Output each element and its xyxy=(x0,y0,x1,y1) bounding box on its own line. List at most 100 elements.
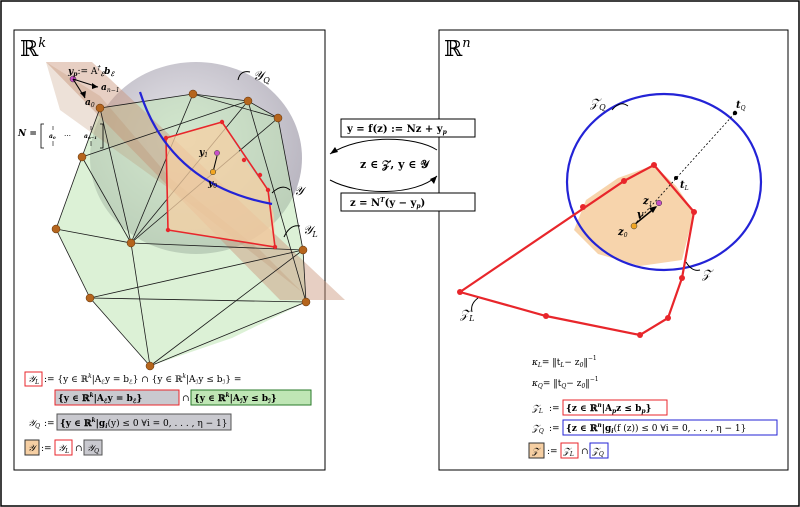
right-panel: ℝn tQ tL z1 v z0 𝒵Q 𝒵 𝒵L κL= ‖tL− z0‖ xyxy=(444,36,778,459)
polygon-ZL-vertices xyxy=(457,162,697,338)
box-YL-lhs xyxy=(24,371,43,387)
ellipse-ZQ xyxy=(565,92,763,272)
N-col1: a0 xyxy=(49,133,56,140)
def-YQ-box: {y ∈ ℝk|gi(y) ≤ 0 ∀i = 0, . . . , η − 1} xyxy=(60,417,227,430)
right-space-label: ℝn xyxy=(444,36,471,62)
box-Z-ZQ xyxy=(589,442,609,459)
def-Y-cap: ∩ xyxy=(75,444,83,454)
middle-mapping: y = f(z) := Nz + yp z ∈ 𝒵, y ∈ 𝒴 z = NT(… xyxy=(329,118,476,212)
label-a0: a0 xyxy=(85,98,95,109)
label-z0: z0 xyxy=(617,227,628,239)
arc-YQ xyxy=(138,91,273,206)
box-ZL-set xyxy=(562,399,668,416)
def-Y-YQ: 𝒴Q xyxy=(87,444,99,455)
left-panel: ℝk xyxy=(17,36,345,456)
label-a-n1: an−1 xyxy=(101,83,120,94)
def-YL-row1: := {y ∈ ℝk|Aℰy = bℰ} ∩ {y ∈ ℝk|Aℐy ≤ bℐ}… xyxy=(44,373,241,386)
arrow-YQ xyxy=(237,71,251,81)
label-N: N = xyxy=(17,129,37,139)
N-bracket-right xyxy=(100,123,104,149)
box-YQ-set xyxy=(56,413,232,431)
arrowhead-bottom xyxy=(430,176,437,184)
arrow-ZL xyxy=(471,297,479,313)
kappa-L: κL= ‖tL− z0‖−1 xyxy=(531,355,597,369)
label-tQ: tQ xyxy=(736,100,746,112)
feasible-region-Y xyxy=(166,122,275,247)
left-space-label: ℝk xyxy=(20,36,46,62)
label-v: v xyxy=(637,208,644,221)
N-col2: an−1 xyxy=(84,133,97,140)
box-ZQ-set xyxy=(562,419,778,436)
def-Z-ZQ: 𝒵Q xyxy=(591,447,604,458)
N-dots: ⋯ xyxy=(64,132,71,140)
box-Y-YL xyxy=(54,439,73,456)
box-Y-YQ xyxy=(83,439,103,456)
arrow-Y xyxy=(271,186,291,194)
polytope-edges xyxy=(55,93,307,367)
map1-box xyxy=(340,118,476,138)
def-Z-lhs: 𝒵 xyxy=(531,447,541,457)
def-Y-YL: 𝒴L xyxy=(58,444,69,455)
point-tQ xyxy=(732,110,738,116)
def-ZQ-lhs: 𝒵Q xyxy=(531,424,544,435)
ray xyxy=(633,112,736,226)
def-YL-box1: {y ∈ ℝk|Aℰy = bℰ} xyxy=(58,392,143,405)
def-Z-eq: := xyxy=(547,447,558,457)
arrow-ZQ xyxy=(611,103,629,111)
box-Z-lhs xyxy=(528,442,545,459)
polygon-YL-vertices xyxy=(163,119,278,250)
label-y1: y1 xyxy=(198,148,208,159)
def-ZL-eq: := xyxy=(549,404,560,414)
def-YQ-lhs: 𝒴Q xyxy=(28,419,40,430)
point-z1 xyxy=(655,199,663,207)
label-tL: tL xyxy=(680,180,689,192)
arrowhead-top xyxy=(330,147,338,154)
arrowhead-v xyxy=(649,206,657,213)
arrow-YL xyxy=(283,225,301,238)
def-YQ-eq: := xyxy=(44,419,55,429)
def-YL-lhs: 𝒴L xyxy=(28,375,39,386)
left-definitions: 𝒴L := {y ∈ ℝk|Aℰy = bℰ} ∩ {y ∈ ℝk|Aℐy ≤ … xyxy=(24,371,312,456)
label-z1: z1 xyxy=(642,196,653,208)
map1-text: y = f(z) := Nz + yp xyxy=(346,124,448,136)
feasible-region-Z xyxy=(574,165,694,266)
point-z0 xyxy=(630,222,638,230)
label-ZL: 𝒵L xyxy=(459,307,474,323)
box-Y-lhs xyxy=(24,439,40,456)
point-tL xyxy=(674,176,678,180)
arrow-bottom xyxy=(329,175,438,193)
label-Z: 𝒵 xyxy=(701,267,714,281)
label-y0: y0 xyxy=(207,179,217,190)
def-Y-lhs: 𝒴 xyxy=(28,444,38,454)
def-Z-ZL: 𝒵L xyxy=(562,447,574,458)
arrowhead-a-n1 xyxy=(92,83,98,89)
point-y0 xyxy=(209,168,217,176)
cond-text: z ∈ 𝒵, y ∈ 𝒴 xyxy=(360,158,430,172)
kappa-Q: κQ= ‖tQ− z0‖−1 xyxy=(531,376,599,390)
polygon-YL xyxy=(165,121,276,248)
def-ZL-lhs: 𝒵L xyxy=(531,404,543,415)
arrow-Z xyxy=(685,261,701,271)
def-Z-cap: ∩ xyxy=(581,447,589,457)
def-YL-cap: ∩ xyxy=(182,394,190,404)
def-ZQ-eq: := xyxy=(549,424,560,434)
arrowhead-a0 xyxy=(80,91,86,98)
def-ZL-box: {z ∈ ℝn|Apz ≤ bp} xyxy=(566,402,652,415)
def-YL-box2: {y ∈ ℝk|Aℐy ≤ bℐ} xyxy=(194,392,277,405)
point-y1 xyxy=(214,150,220,156)
map2-text: z = NT(y − yp) xyxy=(350,197,425,210)
def-ZQ-box: {z ∈ ℝn|gi(f (z)) ≤ 0 ∀i = 0, . . . , η … xyxy=(566,422,746,435)
right-definitions: κL= ‖tL− z0‖−1 κQ= ‖tQ− z0‖−1 𝒵L := {z ∈… xyxy=(528,355,778,459)
box-Z-ZL xyxy=(560,442,579,459)
label-ZQ: 𝒵Q xyxy=(589,96,606,112)
N-bracket-left xyxy=(40,123,44,149)
def-Y-eq: := xyxy=(41,444,52,454)
label-yp-def: yp:= A†ℰbℰ xyxy=(67,65,115,78)
map2-box xyxy=(340,192,476,212)
box-ineq-set xyxy=(190,389,312,406)
polytope-vertices xyxy=(51,89,311,371)
box-affine-set xyxy=(54,389,180,406)
